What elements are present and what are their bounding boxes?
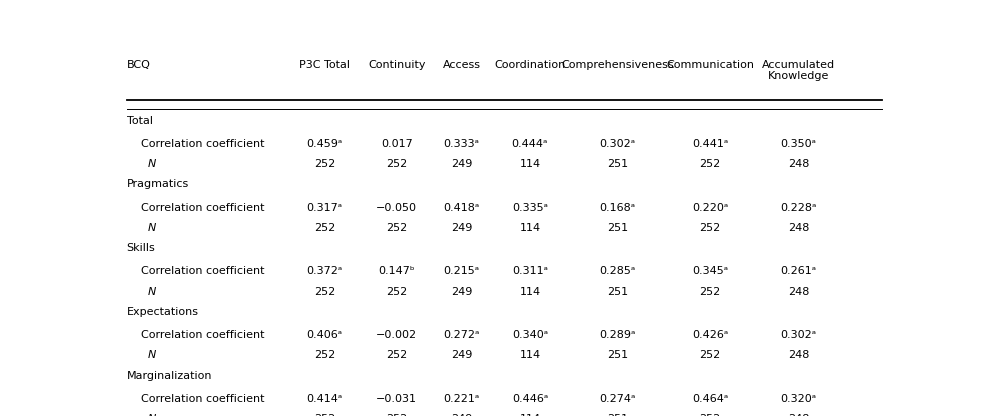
Text: 0.350ᵃ: 0.350ᵃ (781, 139, 817, 149)
Text: 252: 252 (314, 350, 335, 360)
Text: Correlation coefficient: Correlation coefficient (127, 330, 264, 340)
Text: 252: 252 (314, 223, 335, 233)
Text: 0.333ᵃ: 0.333ᵃ (444, 139, 479, 149)
Text: 0.261ᵃ: 0.261ᵃ (781, 267, 817, 277)
Text: −0.031: −0.031 (376, 394, 417, 404)
Text: 252: 252 (386, 159, 408, 169)
Text: 251: 251 (607, 350, 628, 360)
Text: Correlation coefficient: Correlation coefficient (127, 139, 264, 149)
Text: 114: 114 (519, 287, 540, 297)
Text: Skills: Skills (127, 243, 155, 253)
Text: 0.335ᵃ: 0.335ᵃ (512, 203, 548, 213)
Text: Expectations: Expectations (127, 307, 198, 317)
Text: 248: 248 (788, 414, 809, 416)
Text: 114: 114 (519, 223, 540, 233)
Text: 0.017: 0.017 (381, 139, 412, 149)
Text: N: N (148, 159, 156, 169)
Text: 249: 249 (451, 414, 472, 416)
Text: 0.147ᵇ: 0.147ᵇ (378, 267, 415, 277)
Text: BCQ: BCQ (127, 59, 150, 69)
Text: 248: 248 (788, 223, 809, 233)
Text: 0.289ᵃ: 0.289ᵃ (599, 330, 635, 340)
Text: 249: 249 (451, 350, 472, 360)
Text: 0.340ᵃ: 0.340ᵃ (512, 330, 548, 340)
Text: 251: 251 (607, 159, 628, 169)
Text: 251: 251 (607, 223, 628, 233)
Text: 251: 251 (607, 414, 628, 416)
Text: 252: 252 (699, 414, 721, 416)
Text: 0.441ᵃ: 0.441ᵃ (691, 139, 728, 149)
Text: 252: 252 (314, 287, 335, 297)
Text: 0.302ᵃ: 0.302ᵃ (599, 139, 635, 149)
Text: Communication: Communication (666, 59, 754, 69)
Text: Coordination: Coordination (494, 59, 566, 69)
Text: P3C Total: P3C Total (299, 59, 350, 69)
Text: 249: 249 (451, 287, 472, 297)
Text: −0.050: −0.050 (376, 203, 417, 213)
Text: 0.311ᵃ: 0.311ᵃ (512, 267, 548, 277)
Text: 252: 252 (314, 414, 335, 416)
Text: 114: 114 (519, 414, 540, 416)
Text: 0.444ᵃ: 0.444ᵃ (512, 139, 548, 149)
Text: Pragmatics: Pragmatics (127, 179, 189, 189)
Text: 252: 252 (699, 350, 721, 360)
Text: 252: 252 (699, 223, 721, 233)
Text: 0.221ᵃ: 0.221ᵃ (443, 394, 479, 404)
Text: 0.220ᵃ: 0.220ᵃ (691, 203, 728, 213)
Text: N: N (148, 287, 156, 297)
Text: 114: 114 (519, 350, 540, 360)
Text: 0.272ᵃ: 0.272ᵃ (443, 330, 479, 340)
Text: 252: 252 (699, 159, 721, 169)
Text: 252: 252 (386, 223, 408, 233)
Text: 0.320ᵃ: 0.320ᵃ (781, 394, 817, 404)
Text: N: N (148, 414, 156, 416)
Text: 0.426ᵃ: 0.426ᵃ (691, 330, 728, 340)
Text: 0.414ᵃ: 0.414ᵃ (306, 394, 343, 404)
Text: 0.446ᵃ: 0.446ᵃ (512, 394, 548, 404)
Text: 114: 114 (519, 159, 540, 169)
Text: 0.302ᵃ: 0.302ᵃ (781, 330, 817, 340)
Text: 0.285ᵃ: 0.285ᵃ (599, 267, 635, 277)
Text: 0.459ᵃ: 0.459ᵃ (306, 139, 343, 149)
Text: 252: 252 (386, 287, 408, 297)
Text: 249: 249 (451, 159, 472, 169)
Text: 0.168ᵃ: 0.168ᵃ (599, 203, 635, 213)
Text: Correlation coefficient: Correlation coefficient (127, 203, 264, 213)
Text: Access: Access (443, 59, 480, 69)
Text: 0.345ᵃ: 0.345ᵃ (692, 267, 728, 277)
Text: 248: 248 (788, 350, 809, 360)
Text: 252: 252 (699, 287, 721, 297)
Text: Marginalization: Marginalization (127, 371, 212, 381)
Text: Correlation coefficient: Correlation coefficient (127, 267, 264, 277)
Text: 252: 252 (386, 350, 408, 360)
Text: Correlation coefficient: Correlation coefficient (127, 394, 264, 404)
Text: 248: 248 (788, 287, 809, 297)
Text: N: N (148, 223, 156, 233)
Text: 252: 252 (386, 414, 408, 416)
Text: N: N (148, 350, 156, 360)
Text: 0.317ᵃ: 0.317ᵃ (306, 203, 343, 213)
Text: 0.406ᵃ: 0.406ᵃ (306, 330, 343, 340)
Text: Accumulated
Knowledge: Accumulated Knowledge (762, 59, 835, 81)
Text: Comprehensiveness: Comprehensiveness (561, 59, 674, 69)
Text: 0.464ᵃ: 0.464ᵃ (691, 394, 728, 404)
Text: 0.215ᵃ: 0.215ᵃ (443, 267, 479, 277)
Text: 0.372ᵃ: 0.372ᵃ (306, 267, 343, 277)
Text: Continuity: Continuity (368, 59, 425, 69)
Text: 0.418ᵃ: 0.418ᵃ (443, 203, 479, 213)
Text: 251: 251 (607, 287, 628, 297)
Text: 248: 248 (788, 159, 809, 169)
Text: 0.274ᵃ: 0.274ᵃ (599, 394, 635, 404)
Text: 252: 252 (314, 159, 335, 169)
Text: Total: Total (127, 116, 152, 126)
Text: 249: 249 (451, 223, 472, 233)
Text: 0.228ᵃ: 0.228ᵃ (781, 203, 817, 213)
Text: −0.002: −0.002 (376, 330, 417, 340)
